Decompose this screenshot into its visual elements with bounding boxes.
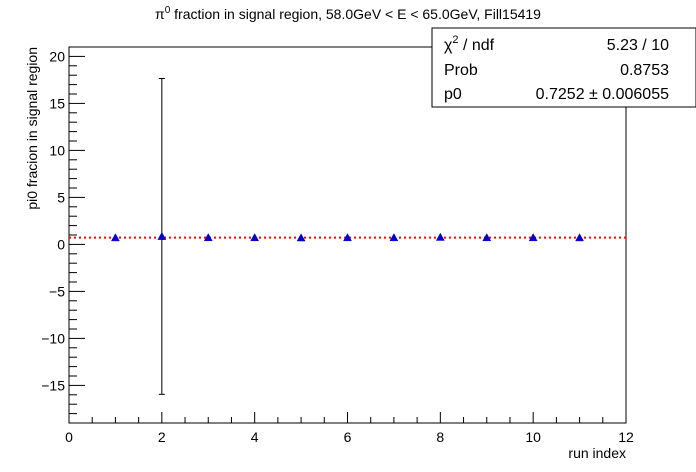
stats-box: χ2 / ndf 5.23 / 10 Prob 0.8753 p0 0.7252… <box>431 27 696 108</box>
x-axis-title: run index <box>568 445 626 461</box>
stats-value-prob: 0.8753 <box>620 62 669 79</box>
data-point <box>296 233 306 242</box>
stats-value-p0: 0.7252 ± 0.006055 <box>536 86 669 103</box>
stats-value-chi2: 5.23 / 10 <box>607 37 669 54</box>
y-tick-label: 0 <box>57 236 65 252</box>
y-axis-title: pi0 fracion in signal region <box>24 47 40 210</box>
data-point <box>482 233 492 242</box>
x-tick-label: 8 <box>436 429 444 445</box>
x-tick-label: 12 <box>618 429 634 445</box>
x-tick-label: 6 <box>344 429 352 445</box>
data-point <box>435 232 445 241</box>
data-point <box>575 233 585 242</box>
data-point <box>389 233 399 242</box>
stats-box-frame <box>431 27 696 108</box>
stats-label-prob: Prob <box>444 62 478 79</box>
y-tick-label: −15 <box>41 377 65 393</box>
x-tick-label: 0 <box>65 429 73 445</box>
y-tick-label: −5 <box>49 283 65 299</box>
data-point <box>528 233 538 242</box>
stats-label-chi2: χ2 / ndf <box>444 34 495 54</box>
data-layer <box>110 77 585 395</box>
data-point <box>250 233 260 242</box>
stats-label-p0: p0 <box>444 86 462 103</box>
data-point <box>157 231 167 240</box>
chart-title: π0 fraction in signal region, 58.0GeV < … <box>155 5 541 22</box>
y-tick-label: 15 <box>49 95 65 111</box>
x-tick-label: 2 <box>158 429 166 445</box>
data-point <box>110 233 120 242</box>
x-tick-label: 4 <box>251 429 259 445</box>
x-tick-label: 10 <box>525 429 541 445</box>
axes: 0 2 4 6 8 10 12 −15 −10 −5 0 5 10 15 20 <box>41 46 634 445</box>
y-tick-label: 10 <box>49 142 65 158</box>
data-point <box>203 233 213 242</box>
data-point <box>343 233 352 242</box>
y-tick-label: 20 <box>49 48 65 64</box>
y-tick-label: −10 <box>41 330 65 346</box>
y-tick-label: 5 <box>57 189 65 205</box>
